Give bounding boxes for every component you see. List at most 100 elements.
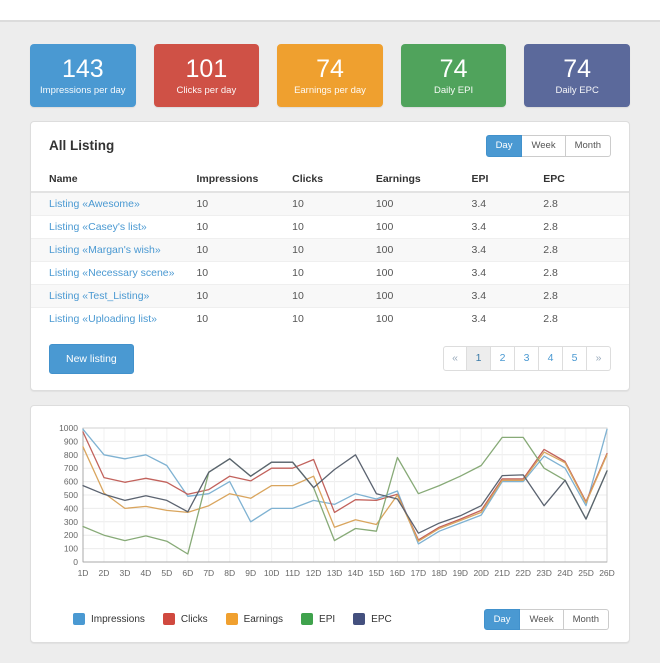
panel-title: All Listing <box>49 138 115 154</box>
svg-text:1D: 1D <box>78 568 89 578</box>
page-5[interactable]: 5 <box>563 346 587 371</box>
svg-text:500: 500 <box>64 490 78 500</box>
svg-text:6D: 6D <box>182 568 193 578</box>
stat-cards-row: 143 Impressions per day 101 Clicks per d… <box>30 44 630 107</box>
stat-card-daily-epc: 74 Daily EPC <box>524 44 630 107</box>
chart-legend: Impressions Clicks Earnings EPI EPC <box>73 613 392 626</box>
svg-text:600: 600 <box>64 476 78 486</box>
svg-text:24D: 24D <box>557 568 573 578</box>
earnings-swatch-icon <box>225 613 238 626</box>
listing-period-toggle: Day Week Month <box>485 135 611 157</box>
page-2[interactable]: 2 <box>491 346 515 371</box>
stat-card-clicks: 101 Clicks per day <box>153 44 260 107</box>
svg-text:2D: 2D <box>99 568 110 578</box>
listing-link[interactable]: Listing «Test_Listing» <box>49 289 150 302</box>
listing-link[interactable]: Listing «Casey's list» <box>49 220 147 233</box>
legend-item-epi[interactable]: EPI <box>301 613 335 626</box>
table-row: Listing «Necessary scene» 10 10 100 3.4 … <box>31 260 629 284</box>
page-prev[interactable]: « <box>443 346 467 371</box>
col-header-clicks: Clicks <box>288 166 372 193</box>
cell-earnings: 100 <box>371 191 468 215</box>
svg-text:25D: 25D <box>578 568 594 578</box>
impressions-swatch-icon <box>73 613 85 626</box>
cell-epc: 2.8 <box>539 306 629 330</box>
col-header-impressions: Impressions <box>192 166 289 193</box>
stat-label: Daily EPC <box>555 84 599 96</box>
cell-clicks: 10 <box>288 306 372 330</box>
col-header-name: Name <box>31 166 193 193</box>
legend-item-impressions[interactable]: Impressions <box>73 613 145 626</box>
chart-period-week-button[interactable]: Week <box>520 608 564 630</box>
legend-item-clicks[interactable]: Clicks <box>162 613 208 626</box>
svg-text:23D: 23D <box>536 568 552 578</box>
stat-card-impressions: 143 Impressions per day <box>30 44 136 107</box>
page-4[interactable]: 4 <box>539 346 563 371</box>
cell-epi: 3.4 <box>467 260 540 284</box>
period-month-button[interactable]: Month <box>565 135 611 157</box>
cell-earnings: 100 <box>371 306 468 330</box>
legend-item-earnings[interactable]: Earnings <box>225 613 283 626</box>
new-listing-button[interactable]: New listing <box>49 343 134 374</box>
stat-card-daily-epi: 74 Daily EPI <box>400 44 507 107</box>
svg-text:200: 200 <box>64 530 78 540</box>
cell-epi: 3.4 <box>467 237 540 261</box>
page-next[interactable]: » <box>587 346 611 371</box>
svg-text:19D: 19D <box>452 568 468 578</box>
cell-earnings: 100 <box>371 214 468 238</box>
chart-period-month-button[interactable]: Month <box>563 608 609 630</box>
cell-epc: 2.8 <box>539 260 629 284</box>
cell-earnings: 100 <box>371 283 468 307</box>
listing-link[interactable]: Listing «Necessary scene» <box>49 266 175 279</box>
chart-period-toggle: Day Week Month <box>483 608 609 630</box>
table-row: Listing «Test_Listing» 10 10 100 3.4 2.8 <box>31 283 629 307</box>
table-header-row: Name Impressions Clicks Earnings EPI EPC <box>31 166 629 193</box>
svg-text:700: 700 <box>64 463 78 473</box>
pagination: « 1 2 3 4 5 » <box>443 346 611 371</box>
cell-impressions: 10 <box>192 237 289 261</box>
svg-text:17D: 17D <box>411 568 427 578</box>
stat-value: 74 <box>316 54 344 83</box>
svg-text:22D: 22D <box>515 568 531 578</box>
stat-value: 143 <box>61 54 104 83</box>
svg-text:800: 800 <box>64 449 78 459</box>
cell-epi: 3.4 <box>467 283 540 307</box>
svg-text:900: 900 <box>64 436 78 446</box>
cell-impressions: 10 <box>192 283 289 307</box>
svg-text:4D: 4D <box>140 568 151 578</box>
svg-text:10D: 10D <box>264 568 280 578</box>
svg-text:8D: 8D <box>224 568 235 578</box>
epi-swatch-icon <box>301 613 314 626</box>
cell-earnings: 100 <box>371 260 468 284</box>
cell-epi: 3.4 <box>467 191 540 215</box>
svg-text:21D: 21D <box>494 568 510 578</box>
table-row: Listing «Uploading list» 10 10 100 3.4 2… <box>31 306 629 330</box>
cell-clicks: 10 <box>288 191 372 215</box>
svg-text:400: 400 <box>64 503 78 513</box>
cell-epc: 2.8 <box>539 283 629 307</box>
svg-text:18D: 18D <box>432 568 448 578</box>
page-content: 143 Impressions per day 101 Clicks per d… <box>0 44 660 643</box>
svg-text:26D: 26D <box>599 568 615 578</box>
page-1[interactable]: 1 <box>467 346 491 371</box>
epc-swatch-icon <box>353 613 366 626</box>
listing-link[interactable]: Listing «Uploading list» <box>49 312 157 325</box>
period-week-button[interactable]: Week <box>522 135 566 157</box>
svg-text:15D: 15D <box>369 568 385 578</box>
col-header-epi: EPI <box>467 166 540 193</box>
svg-text:11D: 11D <box>285 568 300 578</box>
line-chart: 0 100 200 300 400 500 600 700 800 900 1000 1D 2D 3D 4D… <box>59 423 615 578</box>
cell-epc: 2.8 <box>539 191 629 215</box>
listing-link[interactable]: Listing «Awesome» <box>49 197 140 210</box>
legend-item-epc[interactable]: EPC <box>353 613 392 626</box>
chart-period-day-button[interactable]: Day <box>483 608 521 630</box>
page-3[interactable]: 3 <box>515 346 539 371</box>
svg-text:16D: 16D <box>390 568 406 578</box>
svg-text:12D: 12D <box>306 568 322 578</box>
listing-link[interactable]: Listing «Margan's wish» <box>49 243 161 256</box>
cell-epc: 2.8 <box>539 214 629 238</box>
period-day-button[interactable]: Day <box>485 135 523 157</box>
cell-clicks: 10 <box>288 237 372 261</box>
svg-text:13D: 13D <box>327 568 343 578</box>
cell-clicks: 10 <box>288 214 372 238</box>
svg-text:3D: 3D <box>119 568 130 578</box>
